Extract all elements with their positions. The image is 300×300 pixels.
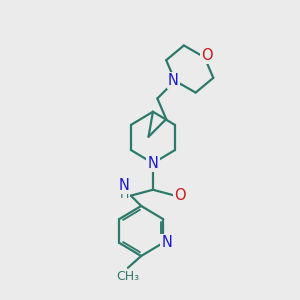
Text: H: H: [120, 188, 129, 201]
Text: N: N: [161, 235, 172, 250]
Text: N: N: [119, 178, 130, 193]
Text: N: N: [168, 73, 179, 88]
Text: O: O: [175, 188, 186, 203]
Text: CH₃: CH₃: [116, 269, 140, 283]
Text: N: N: [148, 156, 158, 171]
Text: O: O: [201, 48, 213, 63]
